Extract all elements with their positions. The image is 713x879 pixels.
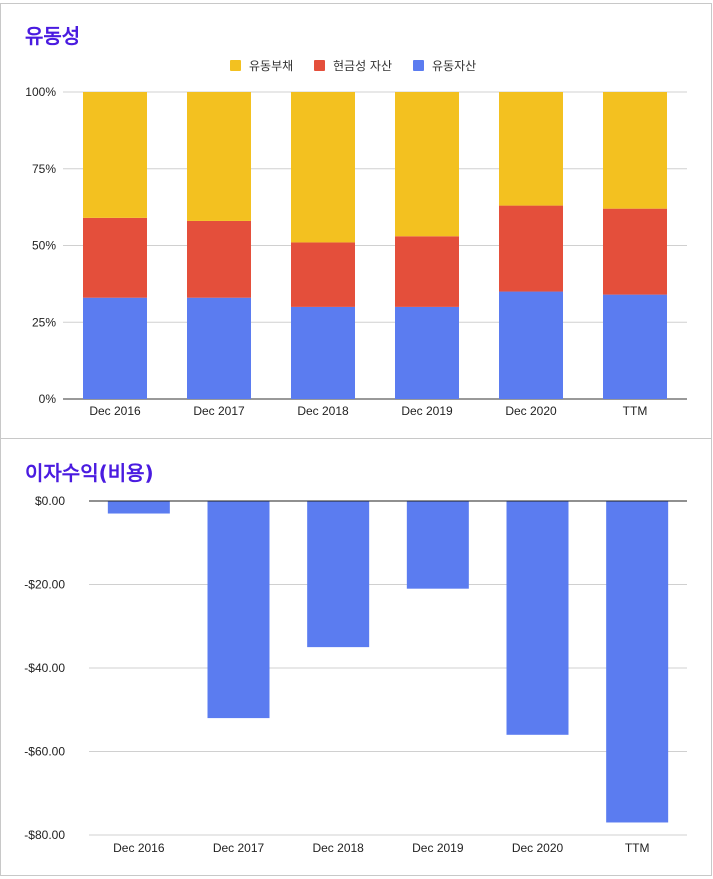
y-tick-label: -$20.00	[24, 578, 65, 592]
x-tick-label: Dec 2017	[213, 841, 265, 855]
x-tick-label: Dec 2016	[89, 404, 141, 418]
bar-dec-2016-current-assets	[83, 297, 147, 399]
legend-label: 현금성 자산	[333, 59, 392, 73]
bar-dec-2017-current-liabilities	[187, 92, 251, 221]
bar-dec-2018	[307, 501, 370, 648]
y-tick-label: $0.00	[35, 494, 65, 508]
y-tick-label: 25%	[32, 315, 56, 329]
x-tick-label: TTM	[623, 404, 648, 418]
legend-swatch	[413, 60, 424, 71]
x-tick-label: Dec 2018	[312, 841, 364, 855]
liquidity-chart-title: 유동성	[25, 24, 81, 48]
bar-dec-2020	[506, 501, 569, 735]
bar-ttm-cash-assets	[603, 208, 667, 295]
bar-dec-2019	[406, 501, 469, 589]
legend-label: 유동자산	[432, 59, 476, 73]
bar-dec-2016-current-liabilities	[83, 92, 147, 218]
x-tick-label: Dec 2016	[113, 841, 165, 855]
bar-dec-2020-current-assets	[499, 291, 563, 399]
bar-dec-2020-current-liabilities	[499, 92, 563, 206]
interest-chart-title: 이자수익(비용)	[25, 461, 154, 485]
legend-label: 유동부채	[249, 59, 293, 73]
bar-dec-2016-cash-assets	[83, 217, 147, 298]
x-tick-label: Dec 2020	[505, 404, 557, 418]
x-tick-label: Dec 2019	[412, 841, 464, 855]
y-tick-label: -$60.00	[24, 745, 65, 759]
bar-dec-2019-current-assets	[395, 306, 459, 399]
bar-ttm-current-assets	[603, 294, 667, 399]
bar-dec-2018-cash-assets	[291, 242, 355, 307]
bar-dec-2020-cash-assets	[499, 205, 563, 292]
legend-swatch	[314, 60, 325, 71]
x-tick-label: Dec 2020	[512, 841, 564, 855]
bar-ttm-current-liabilities	[603, 92, 667, 209]
y-tick-label: -$80.00	[24, 828, 65, 842]
y-tick-label: 100%	[25, 85, 56, 99]
x-tick-label: Dec 2018	[297, 404, 349, 418]
interest-chart: $0.00 -$20.00 -$40.00 -$60.00 -$80.00 Dec 201…	[24, 494, 687, 855]
bar-dec-2017	[207, 501, 270, 719]
liquidity-chart: 0% 25% 50% 75% 100% Dec 2016 Dec 2017 Dec 2018 D…	[25, 59, 687, 418]
x-tick-label: TTM	[625, 841, 650, 855]
bar-ttm	[606, 501, 669, 823]
bar-dec-2019-current-liabilities	[395, 92, 459, 237]
y-tick-label: 0%	[39, 392, 57, 406]
y-tick-label: -$40.00	[24, 661, 65, 675]
interest-chart-panel: 이자수익(비용) $0.00 -$20.00 -$40.00 -$60.00 -$80.…	[0, 438, 712, 876]
y-tick-label: 75%	[32, 162, 56, 176]
y-tick-label: 50%	[32, 239, 56, 253]
x-tick-label: Dec 2017	[193, 404, 245, 418]
bar-dec-2016	[107, 501, 170, 514]
bar-dec-2017-cash-assets	[187, 220, 251, 298]
x-tick-label: Dec 2019	[401, 404, 453, 418]
bar-dec-2018-current-assets	[291, 306, 355, 399]
liquidity-chart-panel: 유동성 0% 25% 50% 75% 100% Dec 2016 Dec 2017 Dec 2…	[0, 3, 712, 439]
legend-swatch	[230, 60, 241, 71]
bar-dec-2019-cash-assets	[395, 236, 459, 307]
bar-dec-2017-current-assets	[187, 297, 251, 399]
bar-dec-2018-current-liabilities	[291, 92, 355, 243]
